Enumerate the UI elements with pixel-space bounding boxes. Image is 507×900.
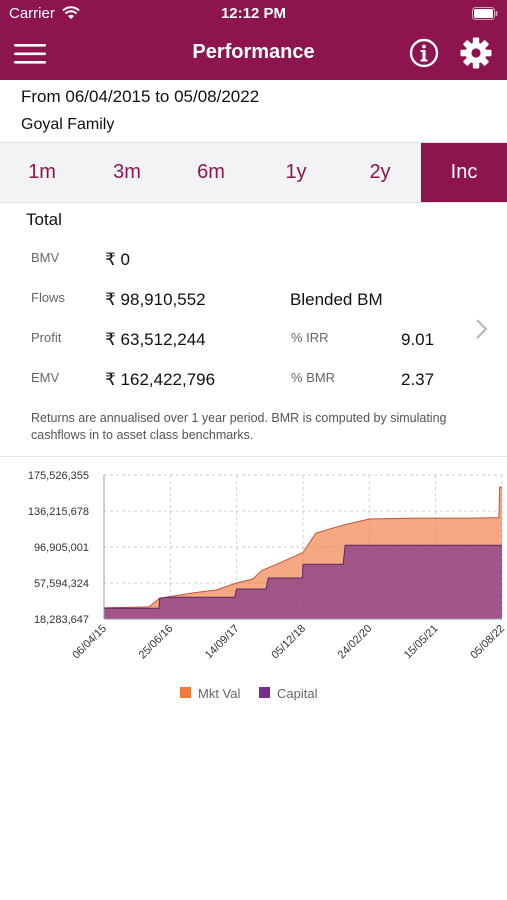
- tab-1y[interactable]: 1y: [285, 161, 307, 183]
- profit-value: ₹ 63,512,244: [105, 330, 206, 349]
- carrier-label: Carrier: [9, 5, 55, 22]
- returns-note: Returns are annualised over 1 year perio…: [31, 411, 447, 442]
- date-range: From 06/04/2015 to 05/08/2022: [21, 87, 260, 106]
- tab-3m[interactable]: 3m: [113, 161, 141, 183]
- x-tick-label: 05/08/22: [468, 623, 507, 662]
- bmv-value: ₹ 0: [105, 250, 130, 269]
- series-line-capital: [104, 544, 502, 609]
- tab-6m[interactable]: 6m: [197, 161, 225, 183]
- legend-swatch: [259, 687, 270, 698]
- chart-areas: [103, 486, 502, 619]
- chart-legend: Mkt Val Capital: [180, 686, 318, 701]
- nav-bar: Performance: [0, 28, 507, 80]
- x-tick-label: 05/12/18: [269, 623, 308, 662]
- irr-value: 9.01: [401, 330, 435, 349]
- wifi-icon: [62, 6, 80, 19]
- series-line-mkt-val: [103, 486, 502, 609]
- flows-label: Flows: [31, 290, 65, 305]
- bmr-label: % BMR: [291, 370, 336, 385]
- y-tick-label: 57,594,324: [34, 578, 89, 590]
- bmv-label: BMV: [31, 250, 60, 265]
- y-axis-ticks: 175,526,355 136,215,678 96,905,001 57,594,3…: [28, 470, 89, 626]
- clock: 12:12 PM: [220, 5, 287, 22]
- chevron-right-icon[interactable]: [474, 318, 490, 340]
- gear-icon[interactable]: [459, 36, 493, 70]
- blended-bm-label: Blended BM: [290, 290, 383, 309]
- emv-value: ₹ 162,422,796: [105, 370, 216, 389]
- legend-swatch: [180, 687, 191, 698]
- legend-label: Capital: [277, 686, 318, 701]
- status-bar: Carrier 12:12 PM: [0, 0, 507, 28]
- x-tick-label: 25/06/16: [137, 623, 176, 662]
- flows-value: ₹ 98,910,552: [105, 290, 206, 309]
- tab-2y[interactable]: 2y: [369, 161, 391, 183]
- emv-label: EMV: [31, 370, 60, 385]
- chart-axes: [103, 475, 502, 620]
- legend-label: Mkt Val: [198, 686, 240, 701]
- x-tick-label: 14/09/17: [203, 623, 242, 662]
- y-tick-label: 136,215,678: [28, 506, 89, 518]
- battery-icon: [472, 7, 498, 20]
- y-tick-label: 96,905,001: [34, 542, 89, 554]
- x-tick-label: 15/05/21: [402, 623, 441, 662]
- irr-label: % IRR: [291, 330, 329, 345]
- series-area-capital: [104, 545, 502, 619]
- period-tabs: 1m 3m 6m 1y 2y Inc: [0, 142, 507, 203]
- y-tick-label: 18,283,647: [34, 614, 89, 626]
- divider: [0, 456, 507, 457]
- page-title: Performance: [192, 41, 315, 63]
- hamburger-menu-icon[interactable]: [14, 41, 46, 67]
- tab-inc[interactable]: Inc: [421, 143, 507, 202]
- client-name: Goyal Family: [21, 116, 115, 133]
- totals-heading: Total: [26, 210, 62, 229]
- x-axis-ticks: 06/04/15 25/06/16 14/09/17 05/12/18 24/02/20…: [70, 623, 507, 662]
- x-tick-label: 24/02/20: [336, 623, 375, 662]
- info-icon[interactable]: [408, 37, 440, 69]
- y-tick-label: 175,526,355: [28, 470, 89, 482]
- x-tick-label: 06/04/15: [70, 623, 109, 662]
- bmr-value: 2.37: [401, 370, 435, 389]
- tab-1m[interactable]: 1m: [28, 161, 56, 183]
- profit-label: Profit: [31, 330, 62, 345]
- performance-chart: 175,526,355 136,215,678 96,905,001 57,594,3…: [28, 470, 507, 701]
